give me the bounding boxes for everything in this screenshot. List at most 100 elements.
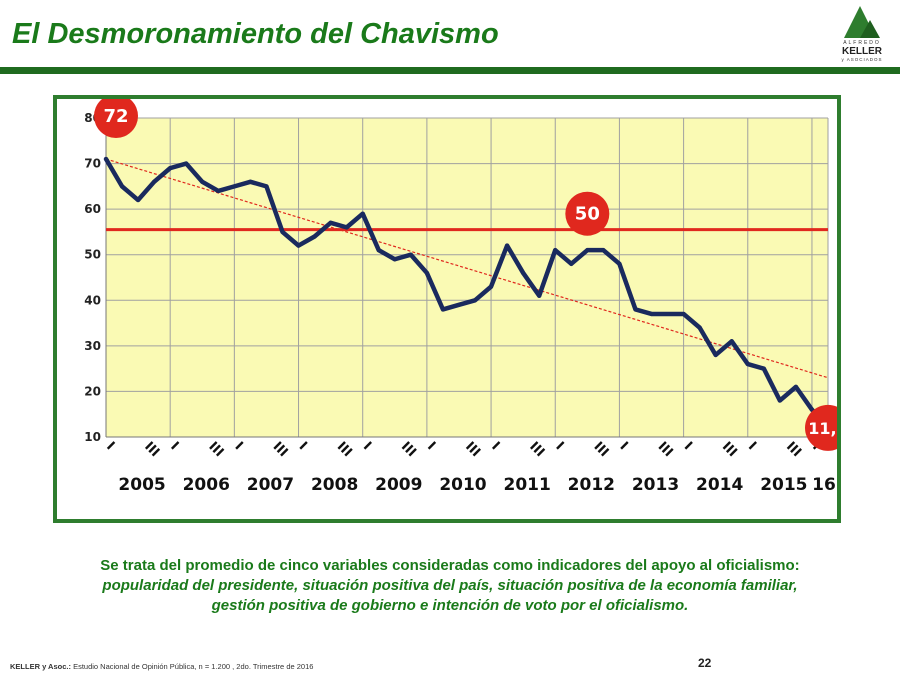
data-point [456, 302, 461, 307]
year-label: 2014 [696, 475, 743, 495]
plot-area [106, 118, 828, 437]
data-point [392, 257, 397, 262]
year-label: 2005 [118, 475, 165, 495]
data-point [120, 184, 125, 189]
data-point [553, 248, 558, 253]
value-badge-label: 50 [575, 204, 600, 225]
data-point [248, 179, 253, 184]
data-point [793, 384, 798, 389]
description-line-3: gestión positiva de gobierno e intención… [211, 597, 689, 614]
y-tick-label: 40 [84, 293, 101, 307]
year-label: 2006 [183, 475, 230, 495]
quarter-label: III [334, 439, 355, 460]
chart-description: Se trata del promedio de cinco variables… [30, 556, 870, 616]
quarter-label: III [655, 439, 676, 460]
data-point [601, 248, 606, 253]
value-badge [565, 191, 610, 236]
logo-mountain-icon [844, 6, 880, 38]
data-point [521, 270, 526, 275]
quarter-label: III [591, 439, 612, 460]
quarter-label: I [681, 439, 695, 453]
source-text: Estudio Nacional de Opinión Pública, n =… [70, 662, 314, 671]
data-point [505, 243, 510, 248]
value-badge-label: 72 [103, 106, 128, 127]
data-point [729, 339, 734, 344]
page-number: 22 [698, 656, 712, 670]
data-point [136, 198, 141, 203]
quarter-label: III [526, 439, 547, 460]
quarter-label: I [360, 439, 374, 453]
quarter-label: III [462, 439, 483, 460]
description-line-1: Se trata del promedio de cinco variables… [100, 557, 800, 574]
logo-top-text: ALFREDO [843, 40, 881, 46]
y-tick-label: 60 [84, 202, 101, 216]
quarter-label: III [141, 439, 162, 460]
data-point [649, 311, 654, 316]
quarter-label: I [296, 439, 310, 453]
year-label: 2010 [439, 475, 486, 495]
y-tick-label: 30 [84, 339, 101, 353]
year-label: 2013 [632, 475, 679, 495]
year-label: 2009 [375, 475, 422, 495]
data-point [184, 161, 189, 166]
y-tick-label: 70 [84, 157, 101, 171]
quarter-label: III [398, 439, 419, 460]
data-point [585, 248, 590, 253]
header-divider [0, 67, 900, 74]
data-point [665, 311, 670, 316]
data-point [473, 298, 478, 303]
data-point [745, 362, 750, 367]
quarter-label: I [103, 439, 117, 453]
data-point [440, 307, 445, 312]
data-point [537, 293, 542, 298]
y-tick-label: 50 [84, 248, 101, 262]
company-logo: ALFREDO KELLER y ASOCIADOS [830, 4, 894, 64]
quarter-label: III [270, 439, 291, 460]
data-point [681, 311, 686, 316]
quarter-label: III [205, 439, 226, 460]
data-point [617, 261, 622, 266]
data-point [168, 166, 173, 171]
year-label: 2015 [760, 475, 807, 495]
data-point [312, 234, 317, 239]
data-point [216, 188, 221, 193]
year-label: 2007 [247, 475, 294, 495]
data-point [280, 229, 285, 234]
data-point [761, 366, 766, 371]
page-title: El Desmoronamiento del Chavismo [12, 18, 499, 50]
data-point [633, 307, 638, 312]
year-label: 2008 [311, 475, 358, 495]
value-badge-label: 11,6 [808, 419, 837, 438]
chart-frame: 10 20 30 40 50 60 70 80 I III I III I III I III I III I III… [53, 95, 841, 523]
data-point [232, 184, 237, 189]
data-point [697, 325, 702, 330]
data-point [104, 157, 108, 162]
quarter-label: I [167, 439, 181, 453]
data-point [424, 270, 429, 275]
data-point [713, 352, 718, 357]
quarter-label: I [617, 439, 631, 453]
value-badge [94, 99, 138, 138]
data-point [296, 243, 301, 248]
data-point [264, 184, 269, 189]
y-tick-label: 20 [84, 384, 101, 398]
data-point [360, 211, 365, 216]
data-point [376, 248, 381, 253]
data-point [152, 179, 157, 184]
data-point [200, 179, 205, 184]
data-point [408, 252, 413, 257]
trend-line [105, 158, 829, 379]
source-footer: KELLER y Asoc.: Estudio Nacional de Opin… [10, 662, 313, 671]
data-point [777, 398, 782, 403]
y-tick-label: 10 [84, 430, 101, 444]
quarter-label: I [424, 439, 438, 453]
series-line [103, 156, 831, 431]
description-line-2: popularidad del presidente, situación po… [102, 577, 798, 594]
logo-sub-text: y ASOCIADOS [841, 57, 883, 62]
quarter-label: I [745, 439, 759, 453]
quarter-label: III [719, 439, 740, 460]
year-label: 16 [812, 475, 836, 495]
data-point [328, 220, 333, 225]
value-badge [805, 404, 837, 451]
